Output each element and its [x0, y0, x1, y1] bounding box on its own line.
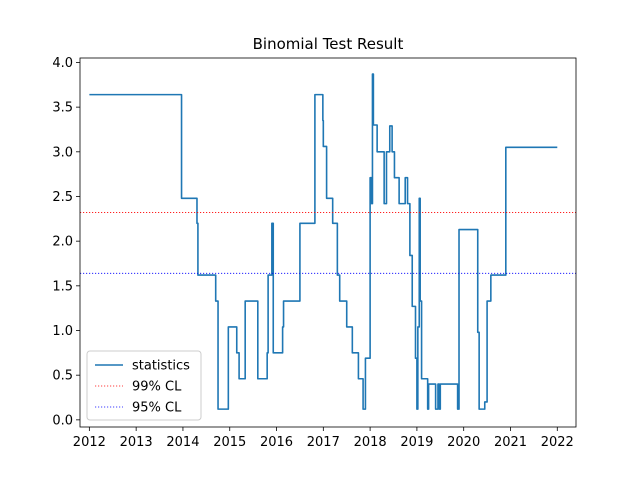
y-tick-label: 0.5: [52, 369, 73, 384]
axes: 2012 2013 2014 2015 2016 2017 2018 2019 2020 2021…: [52, 56, 577, 450]
y-tick-label: 3.0: [52, 145, 73, 160]
plot-frame: [79, 57, 577, 428]
y-tick-label: 1.0: [52, 324, 73, 339]
y-tick-label: 2.5: [52, 190, 73, 205]
x-tick-label: 2022: [541, 435, 574, 450]
y-tick-label: 0.0: [52, 413, 73, 428]
plot-area: [80, 73, 576, 410]
legend-box: [86, 350, 202, 421]
legend: statistics 99% CL 95% CL: [86, 350, 202, 421]
series-line-statistics: [89, 73, 558, 410]
legend-label: 95% CL: [132, 401, 182, 416]
x-tick-label: 2017: [307, 435, 340, 450]
y-tick-label: 4.0: [52, 56, 73, 71]
x-tick-label: 2012: [73, 435, 106, 450]
legend-label: 99% CL: [132, 380, 182, 395]
x-tick-label: 2018: [354, 435, 387, 450]
legend-label: statistics: [132, 359, 190, 374]
x-tick-label: 2014: [166, 435, 199, 450]
x-tick-label: 2015: [213, 435, 246, 450]
y-tick-label: 3.5: [52, 101, 73, 116]
y-tick-label: 2.0: [52, 235, 73, 250]
x-tick-label: 2020: [447, 435, 480, 450]
x-tick-label: 2021: [494, 435, 527, 450]
y-tick-label: 1.5: [52, 279, 73, 294]
x-tick-label: 2019: [400, 435, 433, 450]
x-tick-label: 2013: [120, 435, 153, 450]
x-tick-label: 2016: [260, 435, 293, 450]
chart-title: Binomial Test Result: [253, 35, 404, 53]
